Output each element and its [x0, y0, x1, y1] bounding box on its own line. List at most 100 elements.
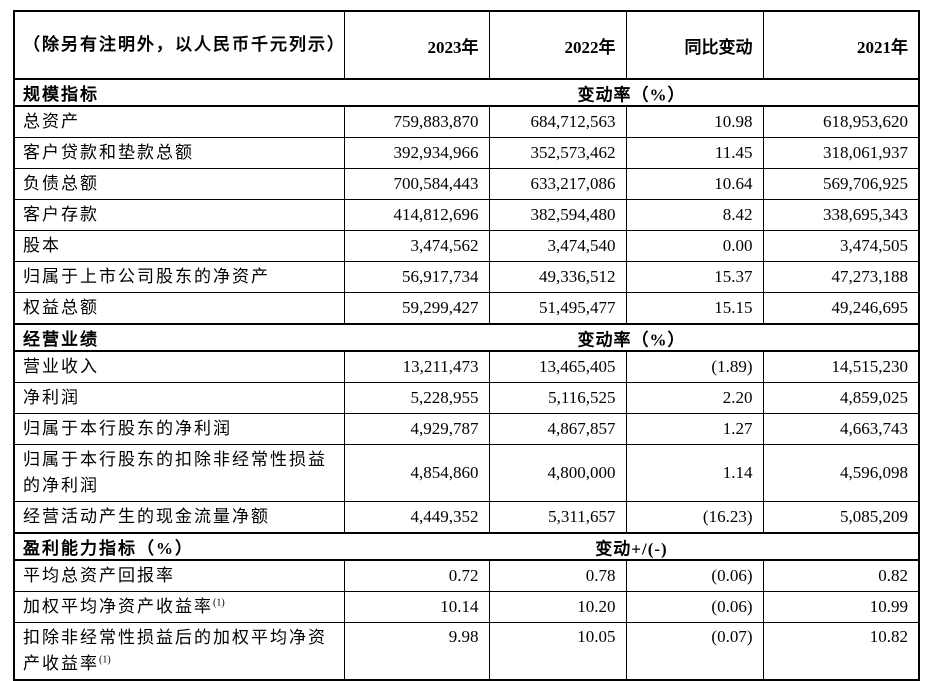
value-2022: 49,336,512 [488, 261, 627, 293]
value-2021: 10.82 [762, 622, 920, 681]
value-2022: 10.05 [488, 622, 627, 681]
value-2021: 618,953,620 [762, 105, 920, 138]
value-2023: 10.14 [343, 591, 490, 623]
row-label: 负债总额 [13, 168, 345, 200]
value-2022: 5,116,525 [488, 382, 627, 414]
row-label: 扣除非经常性损益后的加权平均净资产收益率 [23, 628, 327, 673]
row-label: 营业收入 [13, 350, 345, 383]
section-title: 经营业绩 [23, 330, 99, 349]
value-change: 10.98 [625, 105, 764, 138]
value-2023: 9.98 [343, 622, 490, 681]
section-header-profitability: 盈利能力指标（%） 变动+/(-) [13, 532, 920, 561]
value-change: 2.20 [625, 382, 764, 414]
value-change: (0.06) [625, 591, 764, 623]
table-row: 营业收入 13,211,473 13,465,405 (1.89) 14,515… [13, 350, 920, 383]
value-2021: 338,695,343 [762, 199, 920, 231]
row-label: 权益总额 [13, 292, 345, 325]
value-2022: 352,573,462 [488, 137, 627, 169]
value-change: 10.64 [625, 168, 764, 200]
value-2021: 10.99 [762, 591, 920, 623]
row-label: 股本 [13, 230, 345, 262]
table-row: 权益总额 59,299,427 51,495,477 15.15 49,246,… [13, 292, 920, 325]
value-2022: 3,474,540 [488, 230, 627, 262]
financial-summary: （除另有注明外，以人民币千元列示） 2023年 2022年 同比变动 2021年… [13, 10, 920, 681]
unit-note: （除另有注明外，以人民币千元列示） [13, 10, 345, 80]
value-2021: 47,273,188 [762, 261, 920, 293]
value-2023: 700,584,443 [343, 168, 490, 200]
value-2022: 4,800,000 [488, 444, 627, 502]
value-2023: 414,812,696 [343, 199, 490, 231]
row-label: 净利润 [13, 382, 345, 414]
section-change-label: 变动率（%） [577, 85, 686, 104]
value-change: (1.89) [625, 350, 764, 383]
row-label: 归属于本行股东的净利润 [13, 413, 345, 445]
value-2021: 4,596,098 [762, 444, 920, 502]
table-row: 净利润 5,228,955 5,116,525 2.20 4,859,025 [13, 382, 920, 414]
table-row: 股本 3,474,562 3,474,540 0.00 3,474,505 [13, 230, 920, 262]
value-2023: 0.72 [343, 559, 490, 592]
value-2021: 569,706,925 [762, 168, 920, 200]
col-header-2022: 2022年 [488, 10, 627, 80]
value-2021: 3,474,505 [762, 230, 920, 262]
row-label: 归属于上市公司股东的净资产 [13, 261, 345, 293]
table-row: 客户存款 414,812,696 382,594,480 8.42 338,69… [13, 199, 920, 231]
table-row: 经营活动产生的现金流量净额 4,449,352 5,311,657 (16.23… [13, 501, 920, 534]
footnote-ref: (1) [99, 654, 111, 666]
section-title: 盈利能力指标（%） [23, 539, 194, 558]
value-2023: 13,211,473 [343, 350, 490, 383]
value-2022: 684,712,563 [488, 105, 627, 138]
value-2023: 56,917,734 [343, 261, 490, 293]
section-header-performance: 经营业绩 变动率（%） [13, 323, 920, 352]
value-2022: 4,867,857 [488, 413, 627, 445]
value-2021: 318,061,937 [762, 137, 920, 169]
value-2023: 4,449,352 [343, 501, 490, 534]
value-2023: 4,929,787 [343, 413, 490, 445]
value-2022: 5,311,657 [488, 501, 627, 534]
col-header-2023: 2023年 [343, 10, 490, 80]
table-row: 客户贷款和垫款总额 392,934,966 352,573,462 11.45 … [13, 137, 920, 169]
value-2023: 3,474,562 [343, 230, 490, 262]
value-2022: 633,217,086 [488, 168, 627, 200]
value-2023: 5,228,955 [343, 382, 490, 414]
value-2021: 4,859,025 [762, 382, 920, 414]
value-2022: 10.20 [488, 591, 627, 623]
value-change: 15.15 [625, 292, 764, 325]
row-label: 平均总资产回报率 [13, 559, 345, 592]
table-header-row: （除另有注明外，以人民币千元列示） 2023年 2022年 同比变动 2021年 [13, 10, 920, 80]
value-2021: 0.82 [762, 559, 920, 592]
table-row: 加权平均净资产收益率(1) 10.14 10.20 (0.06) 10.99 [13, 591, 920, 623]
value-change: 15.37 [625, 261, 764, 293]
value-2022: 13,465,405 [488, 350, 627, 383]
financial-summary-table: （除另有注明外，以人民币千元列示） 2023年 2022年 同比变动 2021年… [13, 10, 920, 681]
value-2023: 392,934,966 [343, 137, 490, 169]
section-change-label: 变动+/(-) [595, 539, 668, 558]
value-change: (0.06) [625, 559, 764, 592]
row-label: 加权平均净资产收益率 [23, 597, 213, 616]
value-2021: 49,246,695 [762, 292, 920, 325]
row-label: 客户贷款和垫款总额 [13, 137, 345, 169]
table-row: 总资产 759,883,870 684,712,563 10.98 618,95… [13, 105, 920, 138]
table-row: 平均总资产回报率 0.72 0.78 (0.06) 0.82 [13, 559, 920, 592]
value-2021: 14,515,230 [762, 350, 920, 383]
row-label: 总资产 [13, 105, 345, 138]
section-header-scale: 规模指标 变动率（%） [13, 78, 920, 107]
row-label: 归属于本行股东的扣除非经常性损益的净利润 [13, 444, 345, 502]
table-row: 归属于本行股东的扣除非经常性损益的净利润 4,854,860 4,800,000… [13, 444, 920, 502]
value-change: 1.14 [625, 444, 764, 502]
value-2021: 5,085,209 [762, 501, 920, 534]
table-row: 负债总额 700,584,443 633,217,086 10.64 569,7… [13, 168, 920, 200]
col-header-2021: 2021年 [762, 10, 920, 80]
section-change-label: 变动率（%） [577, 330, 686, 349]
table-row: 扣除非经常性损益后的加权平均净资产收益率(1) 9.98 10.05 (0.07… [13, 622, 920, 681]
value-2023: 59,299,427 [343, 292, 490, 325]
value-change: (16.23) [625, 501, 764, 534]
value-2023: 759,883,870 [343, 105, 490, 138]
value-2022: 51,495,477 [488, 292, 627, 325]
value-change: 1.27 [625, 413, 764, 445]
table-row: 归属于上市公司股东的净资产 56,917,734 49,336,512 15.3… [13, 261, 920, 293]
value-change: 8.42 [625, 199, 764, 231]
row-label: 客户存款 [13, 199, 345, 231]
value-2021: 4,663,743 [762, 413, 920, 445]
value-change: (0.07) [625, 622, 764, 681]
value-change: 0.00 [625, 230, 764, 262]
